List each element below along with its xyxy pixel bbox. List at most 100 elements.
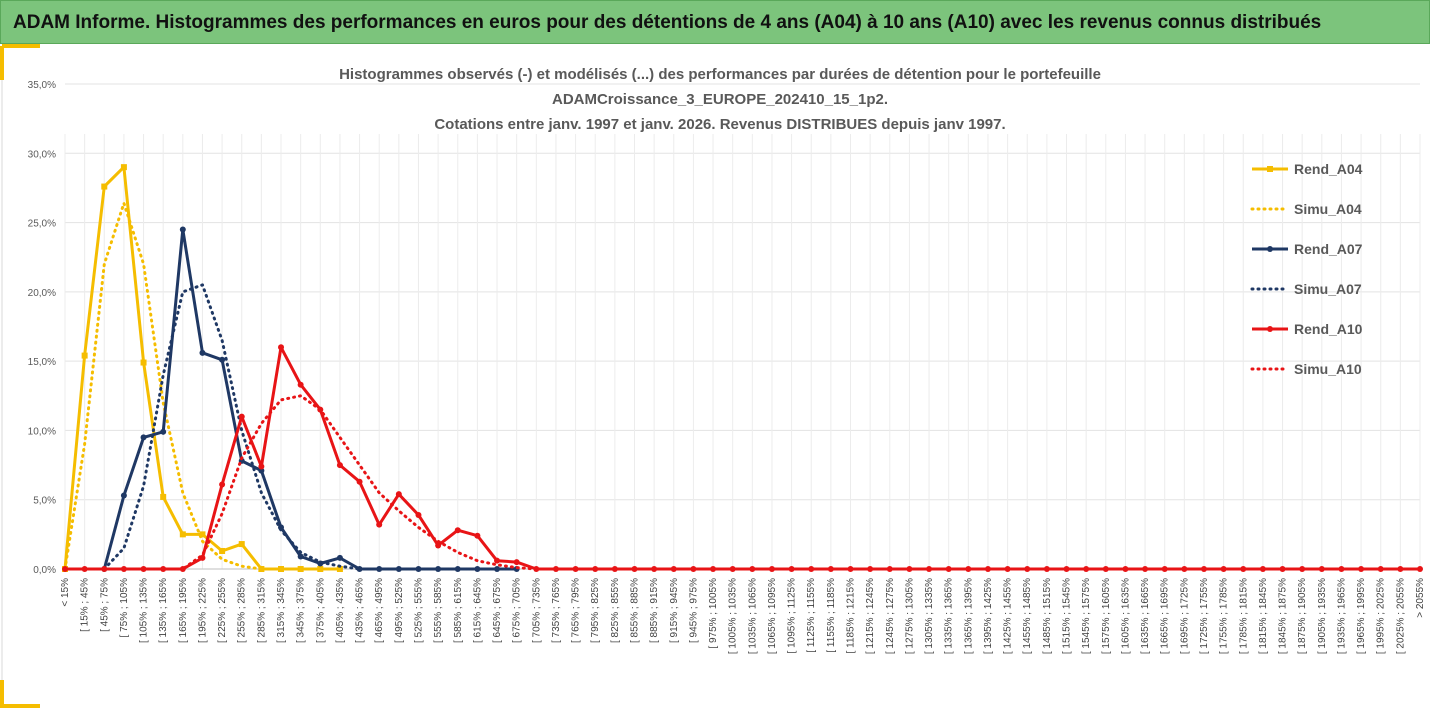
marker — [219, 481, 226, 488]
marker — [1220, 566, 1227, 572]
x-tick-label: [ 885% ; 915% — [649, 578, 660, 643]
x-tick-label: [ 1905% ; 1935% — [1317, 578, 1328, 654]
x-tick-label: [ 1065% ; 1095% — [767, 578, 778, 654]
x-tick-label: > 2055% — [1415, 578, 1426, 618]
marker — [160, 428, 167, 435]
marker — [356, 478, 363, 485]
marker — [572, 566, 579, 572]
x-tick-label: [ 45% ; 75% — [99, 578, 110, 632]
marker — [199, 349, 206, 356]
marker — [1200, 566, 1207, 572]
x-tick-label: [ 795% ; 825% — [590, 578, 601, 643]
x-tick-label: [ 1935% ; 1965% — [1336, 578, 1347, 654]
legend-label: Rend_A07 — [1294, 241, 1363, 257]
marker — [278, 344, 285, 351]
marker — [376, 521, 383, 528]
x-tick-label: [ 765% ; 795% — [571, 578, 582, 643]
series-line — [102, 283, 519, 571]
marker — [1142, 566, 1149, 572]
x-tick-label: [ 645% ; 675% — [492, 578, 503, 643]
x-tick-label: [ 285% ; 315% — [256, 578, 267, 643]
y-tick-label: 5,0% — [33, 496, 56, 507]
x-tick-label: [ 405% ; 435% — [335, 578, 346, 643]
x-tick-label: [ 555% ; 585% — [433, 578, 444, 643]
x-tick-label: [ 1755% ; 1785% — [1219, 578, 1230, 654]
marker — [258, 467, 265, 474]
x-tick-label: [ 135% ; 165% — [158, 578, 169, 643]
legend-label: Simu_A07 — [1294, 281, 1362, 297]
marker — [768, 566, 775, 572]
marker — [926, 566, 933, 572]
x-tick-label: [ 435% ; 465% — [355, 578, 366, 643]
marker — [1417, 566, 1423, 572]
marker — [513, 559, 520, 566]
legend-label: Rend_A10 — [1294, 321, 1363, 337]
y-tick-label: 25,0% — [28, 219, 56, 230]
marker — [435, 566, 442, 572]
x-tick-label: [ 1275% ; 1305% — [904, 578, 915, 654]
x-tick-label: [ 615% ; 645% — [472, 578, 483, 643]
x-tick-label: [ 465% ; 495% — [374, 578, 385, 643]
marker — [474, 532, 481, 539]
x-tick-label: [ 1395% ; 1425% — [983, 578, 994, 654]
x-tick-label: [ 1455% ; 1485% — [1022, 578, 1033, 654]
marker — [454, 527, 461, 534]
x-tick-label: [ 1875% ; 1905% — [1297, 578, 1308, 654]
x-tick-label: [ 225% ; 255% — [217, 578, 228, 643]
x-tick-label: [ 1695% ; 1725% — [1179, 578, 1190, 654]
x-tick-label: [ 1995% ; 2025% — [1376, 578, 1387, 654]
marker — [336, 554, 343, 561]
x-tick-label: [ 1785% ; 1815% — [1238, 578, 1249, 654]
marker — [199, 531, 206, 538]
marker — [297, 553, 304, 560]
chart-title: Histogrammes observés (-) et modélisés (… — [339, 66, 1101, 83]
x-tick-label: [ 495% ; 525% — [394, 578, 405, 643]
legend-label: Simu_A04 — [1294, 201, 1362, 217]
x-tick-label: [ 1365% ; 1395% — [963, 578, 974, 654]
marker — [238, 413, 245, 420]
x-tick-label: [ 525% ; 555% — [413, 578, 424, 643]
chart-title: Cotations entre janv. 1997 et janv. 2026… — [434, 116, 1005, 133]
x-tick-label: [ 1005% ; 1035% — [728, 578, 739, 654]
chart-title: ADAMCroissance_3_EUROPE_202410_15_1p2. — [552, 91, 888, 108]
x-tick-label: [ 1125% ; 1155% — [806, 578, 817, 653]
x-tick-label: [ 1485% ; 1515% — [1042, 578, 1053, 654]
x-tick-label: [ 975% ; 1005% — [708, 578, 719, 649]
x-tick-label: [ 345% ; 375% — [296, 578, 307, 643]
marker — [140, 359, 147, 366]
x-tick-label: [ 915% ; 945% — [669, 578, 680, 643]
x-tick-label: [ 1215% ; 1245% — [865, 578, 876, 654]
x-tick-label: [ 1035% ; 1065% — [747, 578, 758, 654]
x-tick-label: [ 1515% ; 1545% — [1062, 578, 1073, 654]
x-tick-label: [ 1635% ; 1665% — [1140, 578, 1151, 654]
x-tick-label: [ 1605% ; 1635% — [1120, 578, 1131, 654]
marker — [1004, 566, 1011, 572]
marker — [179, 531, 186, 538]
x-tick-label: [ 165% ; 195% — [178, 578, 189, 643]
x-tick-label: [ 1545% ; 1575% — [1081, 578, 1092, 654]
marker — [415, 511, 422, 518]
x-tick-label: [ 1965% ; 1995% — [1356, 578, 1367, 654]
marker — [278, 566, 285, 572]
x-tick-label: [ 15% ; 45% — [80, 578, 91, 632]
y-tick-label: 15,0% — [28, 357, 56, 368]
x-tick-label: [ 1335% ; 1365% — [944, 578, 955, 654]
marker — [710, 566, 717, 572]
x-tick-label: [ 105% ; 135% — [139, 578, 150, 643]
x-tick-label: [ 1665% ; 1695% — [1160, 578, 1171, 654]
x-tick-label: [ 1815% ; 1845% — [1258, 578, 1269, 654]
x-tick-label: [ 195% ; 225% — [197, 578, 208, 643]
y-tick-label: 20,0% — [28, 288, 56, 299]
marker — [219, 356, 226, 363]
x-tick-label: [ 1155% ; 1185% — [826, 578, 837, 653]
x-tick-label: [ 315% ; 345% — [276, 578, 287, 643]
series-line — [63, 201, 342, 571]
marker — [101, 183, 108, 190]
marker — [336, 462, 343, 469]
legend-marker — [1267, 166, 1273, 172]
marker — [120, 492, 127, 499]
y-tick-label: 30,0% — [28, 149, 56, 160]
marker — [1279, 566, 1286, 572]
